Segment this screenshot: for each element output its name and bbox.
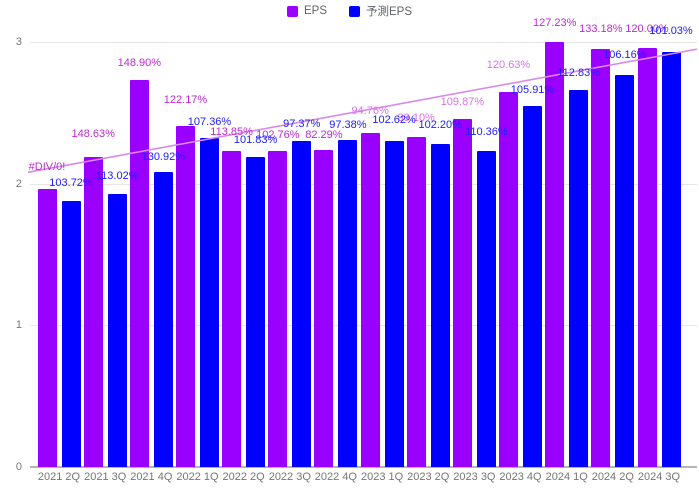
forecast-eps-bar-label: 101.03% [649,24,693,37]
eps-bar-label: 127.23% [532,17,577,29]
eps-bar[interactable] [406,136,426,467]
eps-bar[interactable] [591,49,611,467]
eps-bar[interactable] [37,189,57,467]
eps-bar[interactable] [360,132,380,467]
x-axis-tick-label: 2021 3Q [84,471,127,483]
eps-bar-label: 120.63% [486,58,531,71]
x-axis-tick-label: 2023 4Q [499,471,542,483]
forecast-eps-bar-label: 101.83% [233,133,278,146]
eps-bar[interactable] [129,80,149,468]
eps-bar-label: 109.87% [440,95,485,108]
eps-bar-label: #DIV/0! [28,161,66,174]
gridline [30,466,697,468]
gridline [30,42,697,43]
forecast-eps-legend-swatch-icon [349,5,360,17]
y-axis-tick-label: 3 [15,36,22,48]
x-axis-tick-label: 2021 4Q [130,471,173,483]
forecast-eps-bar[interactable] [246,156,266,468]
forecast-eps-bar[interactable] [107,193,127,467]
eps-bar-label: 120.00% [625,22,669,35]
eps-bar[interactable] [314,149,334,467]
forecast-eps-bar-label: 105.91% [510,83,555,96]
forecast-eps-bar[interactable] [153,172,173,467]
eps-bar[interactable] [83,156,103,468]
forecast-eps-bar[interactable] [569,90,589,467]
eps-bar[interactable] [637,47,657,467]
forecast-eps-bar[interactable] [61,200,81,467]
eps-bar-label: 148.90% [117,57,162,70]
forecast-eps-bar[interactable] [615,74,635,467]
x-axis-tick-label: 2023 3Q [453,471,496,483]
eps-legend-swatch-icon [286,5,298,17]
forecast-eps-bar[interactable] [476,151,496,467]
x-axis-tick-label: 2024 2Q [591,471,634,483]
eps-bar[interactable] [499,91,518,467]
y-axis-tick-label: 1 [15,319,22,331]
eps-bar[interactable] [545,42,565,467]
legend: EPS 予測EPS [0,3,699,19]
forecast-eps-bar-label: 97.38% [329,118,367,131]
forecast-eps-bar-label: 97.37% [283,118,321,131]
y-axis-tick-label: 2 [15,178,22,190]
legend-item-eps[interactable]: EPS [286,5,327,17]
forecast-eps-bar[interactable] [292,141,312,467]
x-axis-tick-label: 2022 1Q [176,471,219,483]
forecast-eps-bar-label: 102.20% [418,119,462,131]
forecast-eps-bar[interactable] [338,139,358,468]
forecast-eps-bar[interactable] [661,51,681,467]
legend-item-forecast-eps[interactable]: 予測EPS [349,3,412,19]
eps-bar[interactable] [268,151,288,467]
forecast-eps-bar[interactable] [523,105,542,468]
forecast-eps-bar[interactable] [384,141,404,467]
y-axis-tick-label: 0 [15,461,22,473]
forecast-eps-bar[interactable] [200,138,219,467]
eps-bar[interactable] [452,118,472,467]
x-axis-tick-label: 2021 2Q [37,471,81,483]
eps-legend-label: EPS [303,5,327,17]
forecast-eps-bar[interactable] [430,144,450,467]
eps-bar-label: 148.63% [71,127,115,140]
forecast-eps-bar-label: 107.36% [187,116,232,129]
x-axis-tick-label: 2022 4Q [314,471,357,483]
forecast-eps-bar-label: 102.62% [372,114,416,127]
eps-bar[interactable] [222,151,242,467]
forecast-eps-bar-label: 130.92% [141,151,186,164]
forecast-eps-legend-label: 予測EPS [366,6,413,18]
x-axis-tick-label: 2024 3Q [637,471,681,483]
forecast-eps-bar-label: 103.72% [49,176,93,189]
eps-bar[interactable] [176,125,195,467]
eps-bar-label: 133.18% [579,23,623,36]
x-axis-tick-label: 2024 1Q [545,471,588,483]
x-axis-tick-label: 2022 3Q [268,471,311,483]
x-axis-tick-label: 2023 2Q [407,471,450,483]
forecast-eps-bar-label: 106.16% [603,48,647,61]
forecast-eps-bar-label: 110.36% [465,126,508,139]
eps-bar-label: 122.17% [163,93,208,106]
forecast-eps-bar-label: 112.83% [557,67,600,80]
forecast-eps-bar-label: 113.02% [95,169,139,182]
x-axis-tick-label: 2023 1Q [360,471,404,483]
x-axis-tick-label: 2022 2Q [222,471,265,483]
